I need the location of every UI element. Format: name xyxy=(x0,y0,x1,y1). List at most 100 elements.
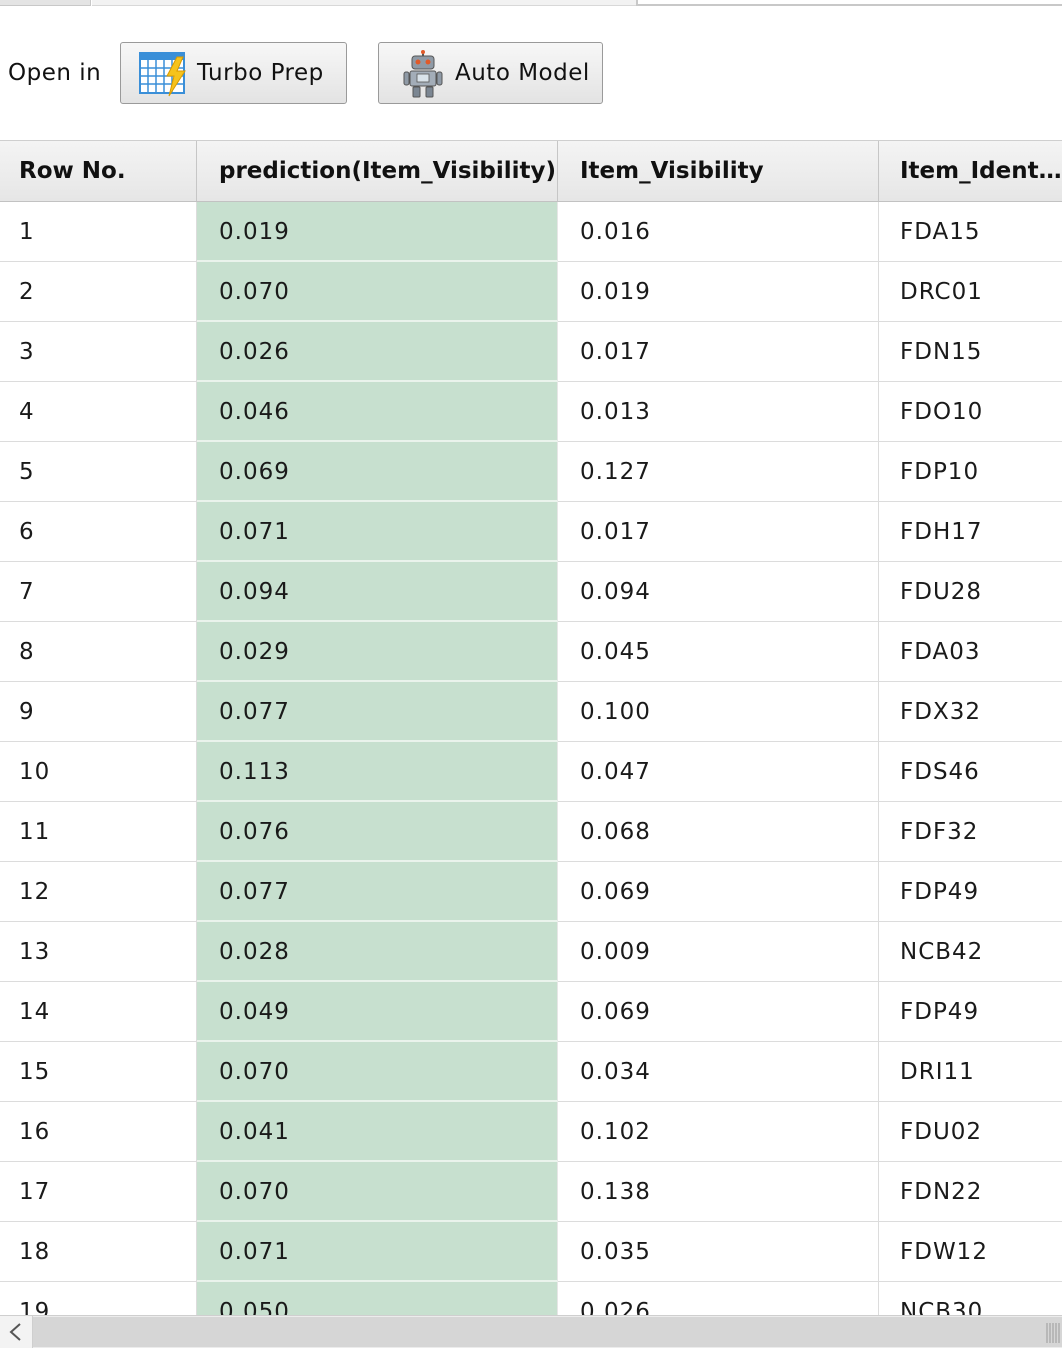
cell-prediction[interactable]: 0.071 xyxy=(197,502,558,562)
cell-row-no[interactable]: 11 xyxy=(0,802,197,862)
cell-row-no[interactable]: 16 xyxy=(0,1102,197,1162)
table-row[interactable]: 1 0.019 0.016 FDA15 xyxy=(0,202,1062,262)
cell-item-identifier[interactable]: FDX32 xyxy=(879,682,1062,742)
cell-prediction[interactable]: 0.070 xyxy=(197,1042,558,1102)
column-header-item-identifier[interactable]: Item_Identi… xyxy=(900,158,1062,184)
cell-prediction[interactable]: 0.029 xyxy=(197,622,558,682)
table-row[interactable]: 16 0.041 0.102 FDU02 xyxy=(0,1102,1062,1162)
cell-item-identifier[interactable]: FDU28 xyxy=(879,562,1062,622)
cell-item-visibility[interactable]: 0.026 xyxy=(558,1282,879,1316)
cell-item-visibility[interactable]: 0.013 xyxy=(558,382,879,442)
scroll-left-button[interactable] xyxy=(0,1316,33,1348)
cell-row-no[interactable]: 12 xyxy=(0,862,197,922)
cell-prediction[interactable]: 0.076 xyxy=(197,802,558,862)
cell-item-visibility[interactable]: 0.017 xyxy=(558,502,879,562)
cell-item-visibility[interactable]: 0.019 xyxy=(558,262,879,322)
cell-prediction[interactable]: 0.041 xyxy=(197,1102,558,1162)
cell-item-visibility[interactable]: 0.047 xyxy=(558,742,879,802)
table-row[interactable]: 15 0.070 0.034 DRI11 xyxy=(0,1042,1062,1102)
cell-item-visibility[interactable]: 0.094 xyxy=(558,562,879,622)
cell-item-identifier[interactable]: FDN22 xyxy=(879,1162,1062,1222)
cell-row-no[interactable]: 14 xyxy=(0,982,197,1042)
cell-row-no[interactable]: 18 xyxy=(0,1222,197,1282)
cell-item-visibility[interactable]: 0.100 xyxy=(558,682,879,742)
table-row[interactable]: 7 0.094 0.094 FDU28 xyxy=(0,562,1062,622)
table-row[interactable]: 8 0.029 0.045 FDA03 xyxy=(0,622,1062,682)
cell-item-identifier[interactable]: FDP10 xyxy=(879,442,1062,502)
column-header-item-visibility[interactable]: Item_Visibility xyxy=(558,141,879,201)
cell-item-identifier[interactable]: NCB30 xyxy=(879,1282,1062,1316)
cell-item-identifier[interactable]: FDW12 xyxy=(879,1222,1062,1282)
cell-row-no[interactable]: 3 xyxy=(0,322,197,382)
cell-item-identifier[interactable]: FDA03 xyxy=(879,622,1062,682)
cell-item-identifier[interactable]: FDP49 xyxy=(879,982,1062,1042)
cell-row-no[interactable]: 8 xyxy=(0,622,197,682)
column-header-row-no[interactable]: Row No. xyxy=(0,141,197,201)
cell-item-identifier[interactable]: DRC01 xyxy=(879,262,1062,322)
cell-item-identifier[interactable]: FDU02 xyxy=(879,1102,1062,1162)
cell-prediction[interactable]: 0.046 xyxy=(197,382,558,442)
cell-item-visibility[interactable]: 0.068 xyxy=(558,802,879,862)
cell-row-no[interactable]: 13 xyxy=(0,922,197,982)
horizontal-scrollbar[interactable] xyxy=(0,1315,1062,1348)
table-row[interactable]: 11 0.076 0.068 FDF32 xyxy=(0,802,1062,862)
cell-prediction[interactable]: 0.050 xyxy=(197,1282,558,1316)
cell-item-visibility[interactable]: 0.009 xyxy=(558,922,879,982)
cell-row-no[interactable]: 10 xyxy=(0,742,197,802)
cell-item-visibility[interactable]: 0.045 xyxy=(558,622,879,682)
cell-row-no[interactable]: 7 xyxy=(0,562,197,622)
column-header-prediction[interactable]: prediction(Item_Visibility) xyxy=(197,141,558,201)
cell-prediction[interactable]: 0.070 xyxy=(197,1162,558,1222)
cell-item-visibility[interactable]: 0.138 xyxy=(558,1162,879,1222)
cell-row-no[interactable]: 15 xyxy=(0,1042,197,1102)
cell-prediction[interactable]: 0.077 xyxy=(197,682,558,742)
tab-active[interactable] xyxy=(92,0,636,6)
tab-previous[interactable] xyxy=(0,0,91,6)
cell-item-identifier[interactable]: NCB42 xyxy=(879,922,1062,982)
cell-prediction[interactable]: 0.071 xyxy=(197,1222,558,1282)
cell-item-visibility[interactable]: 0.069 xyxy=(558,862,879,922)
tab-next[interactable] xyxy=(636,0,1062,6)
table-row[interactable]: 19 0.050 0.026 NCB30 xyxy=(0,1282,1062,1316)
cell-item-identifier[interactable]: FDH17 xyxy=(879,502,1062,562)
cell-prediction[interactable]: 0.019 xyxy=(197,202,558,262)
table-row[interactable]: 9 0.077 0.100 FDX32 xyxy=(0,682,1062,742)
cell-prediction[interactable]: 0.069 xyxy=(197,442,558,502)
cell-row-no[interactable]: 19 xyxy=(0,1282,197,1316)
cell-item-identifier[interactable]: FDF32 xyxy=(879,802,1062,862)
table-row[interactable]: 13 0.028 0.009 NCB42 xyxy=(0,922,1062,982)
cell-prediction[interactable]: 0.028 xyxy=(197,922,558,982)
table-row[interactable]: 10 0.113 0.047 FDS46 xyxy=(0,742,1062,802)
cell-prediction[interactable]: 0.094 xyxy=(197,562,558,622)
cell-item-identifier[interactable]: FDS46 xyxy=(879,742,1062,802)
cell-item-visibility[interactable]: 0.017 xyxy=(558,322,879,382)
scrollbar-thumb[interactable] xyxy=(33,1317,1062,1347)
table-row[interactable]: 18 0.071 0.035 FDW12 xyxy=(0,1222,1062,1282)
cell-row-no[interactable]: 17 xyxy=(0,1162,197,1222)
cell-row-no[interactable]: 6 xyxy=(0,502,197,562)
cell-prediction[interactable]: 0.113 xyxy=(197,742,558,802)
cell-item-visibility[interactable]: 0.102 xyxy=(558,1102,879,1162)
table-row[interactable]: 2 0.070 0.019 DRC01 xyxy=(0,262,1062,322)
cell-prediction[interactable]: 0.026 xyxy=(197,322,558,382)
cell-item-visibility[interactable]: 0.034 xyxy=(558,1042,879,1102)
cell-item-visibility[interactable]: 0.016 xyxy=(558,202,879,262)
cell-prediction[interactable]: 0.077 xyxy=(197,862,558,922)
cell-item-identifier[interactable]: FDO10 xyxy=(879,382,1062,442)
cell-prediction[interactable]: 0.070 xyxy=(197,262,558,322)
table-row[interactable]: 4 0.046 0.013 FDO10 xyxy=(0,382,1062,442)
cell-row-no[interactable]: 9 xyxy=(0,682,197,742)
cell-item-identifier[interactable]: DRI11 xyxy=(879,1042,1062,1102)
cell-row-no[interactable]: 1 xyxy=(0,202,197,262)
table-row[interactable]: 14 0.049 0.069 FDP49 xyxy=(0,982,1062,1042)
cell-item-identifier[interactable]: FDN15 xyxy=(879,322,1062,382)
cell-row-no[interactable]: 2 xyxy=(0,262,197,322)
cell-row-no[interactable]: 5 xyxy=(0,442,197,502)
table-row[interactable]: 6 0.071 0.017 FDH17 xyxy=(0,502,1062,562)
cell-item-identifier[interactable]: FDP49 xyxy=(879,862,1062,922)
table-row[interactable]: 17 0.070 0.138 FDN22 xyxy=(0,1162,1062,1222)
cell-item-visibility[interactable]: 0.127 xyxy=(558,442,879,502)
table-row[interactable]: 12 0.077 0.069 FDP49 xyxy=(0,862,1062,922)
cell-item-visibility[interactable]: 0.035 xyxy=(558,1222,879,1282)
cell-item-visibility[interactable]: 0.069 xyxy=(558,982,879,1042)
